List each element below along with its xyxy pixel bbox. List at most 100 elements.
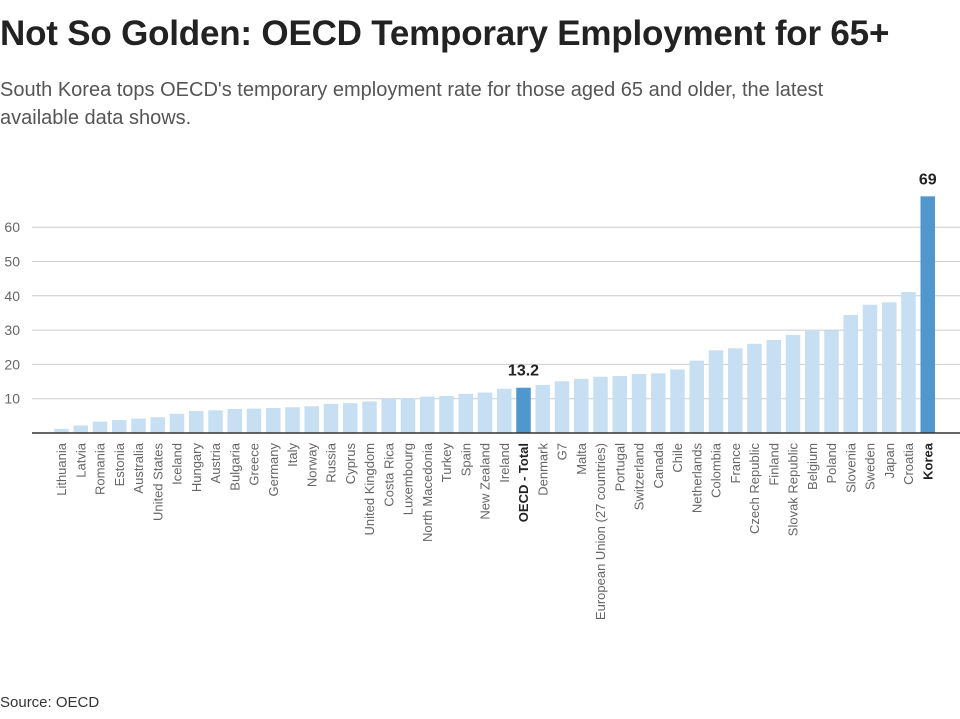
bar-germany [266,407,281,433]
x-tick-label-france: France [728,443,743,483]
y-tick-label: 60 [4,219,20,235]
data-label-oecd-total: 13.2 [508,363,539,380]
x-tick-label-north-macedonia: North Macedonia [420,442,435,542]
y-tick-label: 10 [4,391,20,407]
x-tick-label-portugal: Portugal [612,443,627,492]
x-tick-label-poland: Poland [824,443,839,483]
x-tick-label-united-kingdom: United Kingdom [362,443,377,536]
bar-slovak-republic [785,334,801,433]
bar-turkey [439,395,454,433]
x-tick-label-croatia: Croatia [901,442,916,485]
gridlines: 10 20 30 40 50 60 [4,219,960,407]
bar-greece [246,408,262,433]
x-tick-label-iceland: Iceland [170,443,185,485]
x-tick-label-european-union-27-countries: European Union (27 countries) [593,443,608,620]
bar-iceland [169,413,185,433]
x-tick-label-czech-republic: Czech Republic [747,443,762,535]
x-tick-label-austria: Austria [208,442,223,483]
bar-luxembourg [400,398,416,433]
bar-hungary [189,411,204,433]
y-tick-label: 50 [4,254,20,270]
x-tick-label-switzerland: Switzerland [632,443,647,510]
bar-oecd-total [516,387,531,433]
y-tick-label: 40 [4,288,20,304]
x-tick-label-bulgaria: Bulgaria [227,442,242,490]
x-tick-label-italy: Italy [285,443,300,467]
bar-korea [920,196,935,433]
bar-european-union-27-countries [593,376,608,433]
bar-italy [285,407,300,433]
x-tick-label-lithuania: Lithuania [54,442,69,496]
x-tick-label-germany: Germany [266,443,281,497]
bar-belgium [805,330,820,433]
x-tick-label-ireland: Ireland [497,443,512,483]
bar-czech-republic [747,343,762,433]
x-tick-label-estonia: Estonia [112,442,127,486]
y-tick-label: 20 [4,356,20,372]
bar-ireland [497,388,512,433]
x-tick-label-turkey: Turkey [439,443,454,483]
bar-north-macedonia [420,396,435,433]
bar-france [728,348,743,433]
x-tick-label-slovak-republic: Slovak Republic [786,443,801,537]
bar-costa-rica [381,398,396,433]
x-tick-label-malta: Malta [574,442,589,475]
bar-bulgaria [227,408,242,433]
bar-croatia [901,292,916,433]
data-label-korea: 69 [919,171,937,188]
x-tick-label-hungary: Hungary [189,443,204,493]
x-tick-label-greece: Greece [247,443,262,486]
bar-poland [824,330,839,433]
x-tick-label-denmark: Denmark [535,443,550,496]
x-tick-label-latvia: Latvia [73,442,88,477]
chart-title: Not So Golden: OECD Temporary Employment… [0,14,890,53]
bar-cyprus [343,403,358,433]
x-tick-label-norway: Norway [304,443,319,488]
bar-latvia [73,425,88,433]
bars [54,196,935,433]
bar-portugal [612,376,627,433]
bar-australia [131,418,146,433]
bar-canada [651,373,666,433]
bar-new-zealand [477,392,493,433]
bar-spain [458,393,473,433]
bar-finland [766,340,781,433]
x-tick-label-slovenia: Slovenia [843,442,858,493]
x-tick-label-canada: Canada [651,442,666,488]
bar-chart: 10 20 30 40 50 60 13.2 69 Lithuania Latvia Roman… [4,171,960,620]
x-tick-label-united-states: United States [150,443,165,522]
x-tick-label-cyprus: Cyprus [343,443,358,485]
bar-russia [323,403,339,433]
x-tick-label-spain: Spain [458,443,473,476]
x-tick-label-japan: Japan [882,443,897,478]
x-tick-label-korea: Korea [920,442,935,480]
bar-united-states [150,417,165,433]
x-tick-label-g7: G7 [555,443,570,460]
data-labels: 13.2 69 [508,171,937,379]
bar-japan [882,302,897,433]
bar-netherlands [689,360,704,433]
bar-malta [574,378,589,433]
bar-lithuania [54,428,69,433]
x-tick-label-romania: Romania [93,442,108,495]
x-tick-label-colombia: Colombia [709,442,724,498]
x-tick-label-australia: Australia [131,442,146,493]
x-tick-label-chile: Chile [670,443,685,473]
x-tick-label-belgium: Belgium [805,443,820,490]
bar-denmark [535,384,550,433]
bar-switzerland [631,374,647,433]
x-tick-label-russia: Russia [324,442,339,483]
x-tick-label-netherlands: Netherlands [689,443,704,514]
y-tick-label: 30 [4,322,20,338]
x-tick-label-oecd-total: OECD - Total [516,443,531,522]
bar-united-kingdom [362,401,377,433]
bar-sweden [862,304,878,433]
bar-austria [208,410,223,433]
bar-estonia [112,419,127,433]
x-tick-label-luxembourg: Luxembourg [401,443,416,515]
bar-romania [92,421,108,433]
source-note: Source: OECD [0,694,100,711]
bar-norway [304,406,319,433]
x-tick-label-sweden: Sweden [863,443,878,490]
chart-subtitle: South Korea tops OECD's temporary employ… [0,79,824,129]
